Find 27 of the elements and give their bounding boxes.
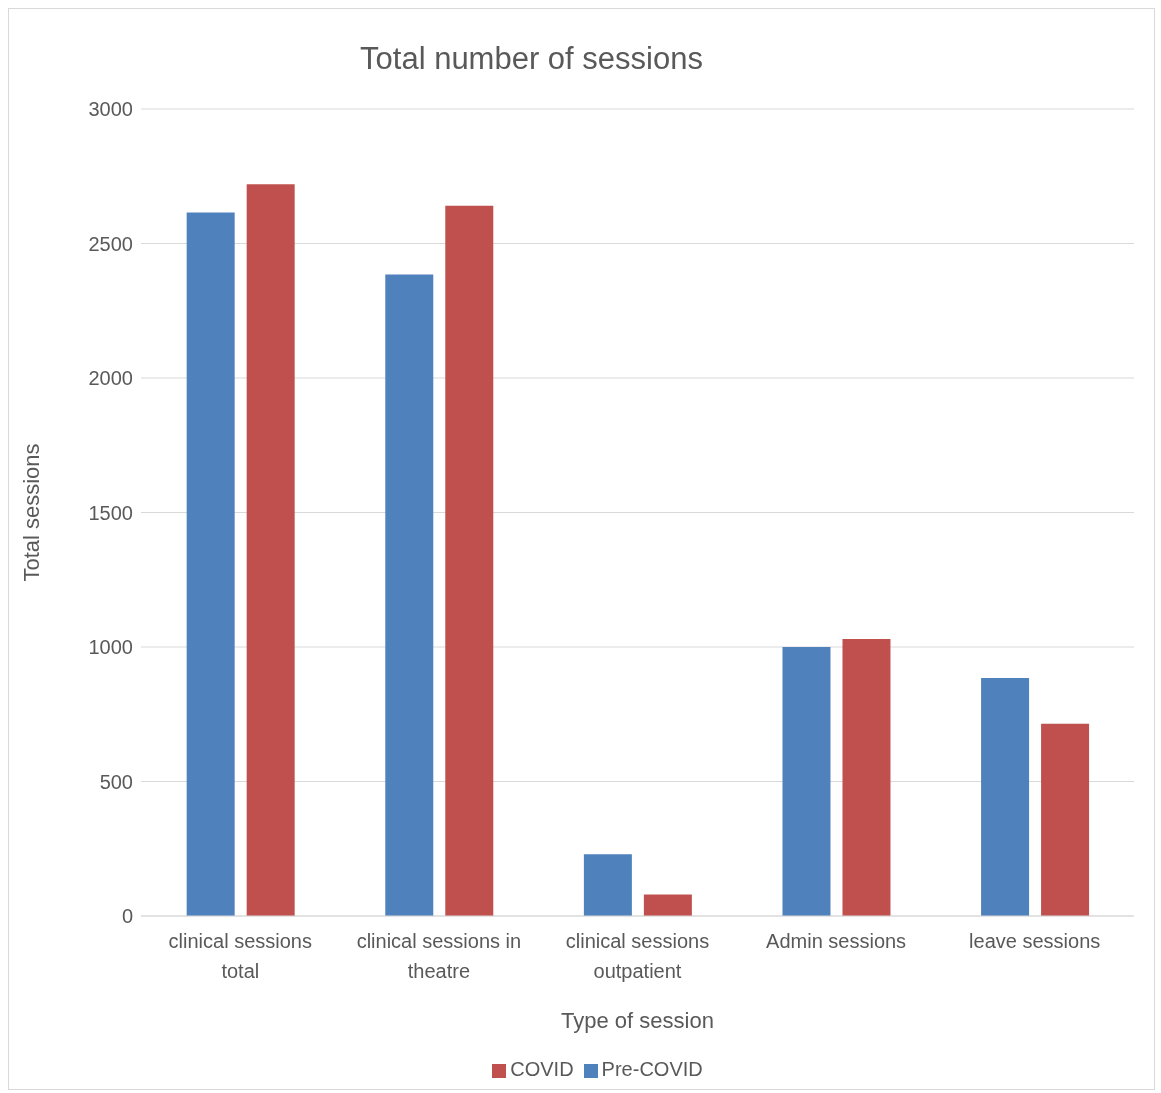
bar (782, 647, 831, 916)
y-axis-title: Total sessions (18, 443, 44, 582)
chart-title: Total number of sessions (359, 41, 704, 77)
y-tick-label: 2000 (88, 367, 133, 390)
bar (1041, 723, 1090, 916)
legend-label: COVID (510, 1058, 574, 1080)
x-tick-label: clinical sessions outpatient (565, 930, 710, 982)
x-axis-title: Type of session (561, 1008, 714, 1033)
y-tick-label: 1500 (88, 501, 133, 524)
y-tick-label: 1000 (88, 636, 133, 659)
bar (246, 184, 295, 916)
legend-label: Pre-COVID (601, 1058, 703, 1080)
y-tick-label: 3000 (88, 98, 133, 121)
x-tick-label: clinical sessions in theatre (356, 930, 522, 982)
bar (583, 854, 632, 916)
x-tick-label: leave sessions (969, 930, 1101, 952)
bar (842, 638, 891, 916)
bar (445, 205, 494, 916)
y-tick-label: 500 (99, 770, 133, 793)
bar (385, 274, 434, 916)
y-tick-label: 2500 (88, 232, 133, 255)
x-tick-label: clinical sessions total (168, 930, 312, 982)
y-tick-label: 0 (121, 905, 133, 928)
x-tick-label: Admin sessions (766, 930, 907, 952)
bar (981, 677, 1030, 916)
bar (643, 894, 692, 916)
bar (186, 212, 235, 916)
